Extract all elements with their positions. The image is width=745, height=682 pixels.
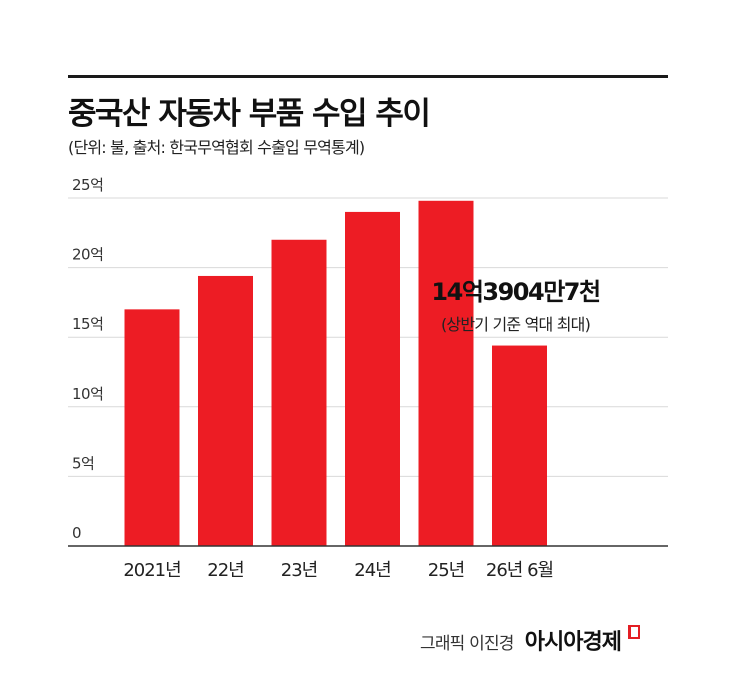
bar bbox=[271, 239, 327, 546]
brand-logo: 아시아경제 bbox=[524, 630, 622, 655]
y-tick-label: 15억 bbox=[72, 315, 103, 333]
chart-title: 중국산 자동차 부품 수입 추이 bbox=[68, 96, 431, 132]
bar bbox=[124, 309, 180, 546]
y-tick-label: 20억 bbox=[72, 246, 103, 264]
bar bbox=[418, 200, 474, 546]
bar bbox=[345, 211, 400, 547]
brand-mark-icon bbox=[628, 625, 641, 639]
y-tick-label: 5억 bbox=[72, 454, 94, 472]
annotation-note: (상반기 기준 역대 최대) bbox=[441, 315, 590, 334]
y-tick-label: 0 bbox=[72, 524, 81, 542]
y-tick-label: 25억 bbox=[72, 176, 103, 194]
credit-text: 그래픽 이진경 bbox=[420, 634, 514, 654]
bar bbox=[492, 345, 547, 546]
x-tick-label: 22년 bbox=[207, 560, 243, 581]
chart-subtitle: (단위: 불, 출처: 한국무역협회 수출입 무역통계) bbox=[68, 138, 365, 157]
credit: 그래픽 이진경 아시아경제 bbox=[420, 624, 641, 656]
bar bbox=[198, 275, 253, 546]
x-tick-label: 26년 6월 bbox=[486, 560, 553, 581]
x-tick-label: 24년 bbox=[354, 560, 390, 581]
x-tick-label: 25년 bbox=[428, 560, 464, 581]
x-tick-label: 2021년 bbox=[123, 560, 180, 581]
x-tick-label: 23년 bbox=[281, 560, 317, 581]
top-rule bbox=[68, 75, 668, 78]
annotation-value: 14억3904만7천 bbox=[431, 278, 600, 306]
y-tick-label: 10억 bbox=[72, 385, 103, 403]
